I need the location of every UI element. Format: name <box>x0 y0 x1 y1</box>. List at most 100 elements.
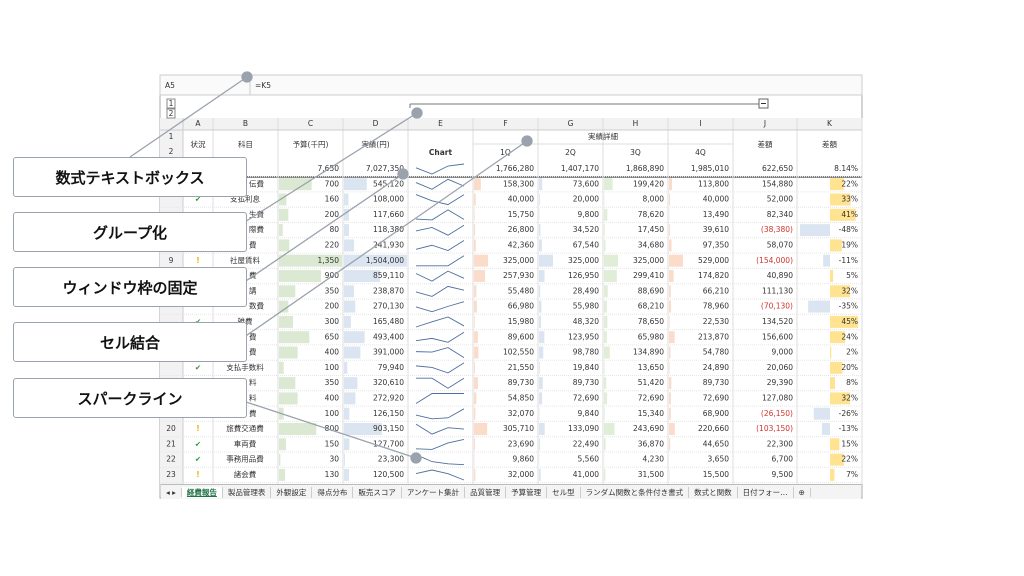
data-bar <box>344 270 380 282</box>
sparkline <box>415 285 465 297</box>
diff-percent: 8.14% <box>834 164 858 173</box>
quarter-value: 1,766,280 <box>496 164 534 173</box>
callout-label: ウィンドウ枠の固定 <box>13 267 247 307</box>
quarter-value: 15,500 <box>703 470 729 479</box>
diff-percent: 45% <box>841 317 858 326</box>
data-bar <box>669 178 673 191</box>
formula[interactable]: =K5 <box>255 81 271 90</box>
sparkline <box>415 194 465 206</box>
quarter-value: 55,480 <box>508 286 534 295</box>
quarter-value: 41,000 <box>573 470 599 479</box>
column-letter: A <box>195 119 201 128</box>
quarter-value: 17,450 <box>638 225 664 234</box>
merged-header: 実績詳細 <box>588 131 618 141</box>
add-sheet[interactable]: ⊕ <box>794 487 811 497</box>
quarter-value: 42,360 <box>508 241 534 250</box>
data-bar <box>830 285 850 298</box>
sheet-tab[interactable]: 得点分布 <box>312 486 354 498</box>
sheet-tab[interactable]: 経費報告 <box>181 486 223 498</box>
diff: (26,150) <box>761 409 793 418</box>
data-bar <box>669 346 671 359</box>
diff-percent: 19% <box>841 241 858 250</box>
data-bar <box>474 254 488 267</box>
data-bar <box>808 300 830 313</box>
data-bar <box>474 208 475 221</box>
diff: (154,000) <box>756 256 793 265</box>
column-letter: F <box>503 119 507 128</box>
data-bar <box>669 361 670 374</box>
sheet-tab[interactable]: 製品管理表 <box>223 486 272 498</box>
item: 費 <box>249 347 257 357</box>
actual: 127,700 <box>373 439 404 448</box>
data-bar <box>279 239 290 252</box>
quarter-value: 3,650 <box>708 455 730 464</box>
data-bar <box>830 361 843 374</box>
data-bar <box>344 346 361 359</box>
sheet-tab[interactable]: 販売スコア <box>353 486 402 498</box>
actual: 7,027,350 <box>366 164 404 173</box>
sheet-tab[interactable]: セル型 <box>547 486 581 498</box>
sheet-tab[interactable]: 日付フォー… <box>738 486 794 498</box>
quarter-value: 102,550 <box>503 348 534 357</box>
group-level-button[interactable] <box>166 98 176 109</box>
sheet-tab[interactable]: 外観設定 <box>271 486 313 498</box>
quarter-value: 26,800 <box>508 225 534 234</box>
data-bar <box>344 300 356 313</box>
sheet-tab[interactable]: 品質管理 <box>465 486 507 498</box>
sheet-tab[interactable]: アンケート集計 <box>402 486 466 498</box>
group-level-button[interactable] <box>166 108 176 119</box>
quarter-value: 51,420 <box>638 378 664 387</box>
callout-label: セル結合 <box>13 322 247 362</box>
callout-dot <box>397 168 409 180</box>
data-bar <box>344 361 348 374</box>
quarter-value: 34,520 <box>573 225 599 234</box>
actual: 120,500 <box>373 470 404 479</box>
quarter-value: 32,000 <box>508 470 534 479</box>
item: 社屋賃料 <box>230 255 260 265</box>
group-level: 2 <box>169 109 174 118</box>
quarter-value: 65,980 <box>638 332 664 341</box>
quarter-value: 22,490 <box>573 439 599 448</box>
data-bar <box>279 285 296 298</box>
column-letter: D <box>373 119 379 128</box>
sparkline <box>415 393 464 404</box>
data-bar <box>344 224 349 237</box>
diff: 29,390 <box>767 378 793 387</box>
quarter-value: 88,690 <box>638 286 664 295</box>
sheet-tab[interactable]: 数式と関数 <box>689 486 738 498</box>
item: 料 <box>249 393 257 403</box>
diff: 22,300 <box>767 439 793 448</box>
quarter-value: 40,000 <box>508 195 534 204</box>
data-bar <box>474 346 479 359</box>
data-bar <box>604 377 607 390</box>
data-bar <box>604 239 606 252</box>
diff-percent: 32% <box>841 394 858 403</box>
data-bar <box>669 438 671 451</box>
data-bar <box>830 239 842 252</box>
budget: 350 <box>325 286 340 295</box>
data-bar <box>830 453 844 466</box>
actual: 903,150 <box>373 424 404 433</box>
data-bar <box>344 392 356 405</box>
column-header: 1Q <box>500 148 511 157</box>
data-bar <box>830 468 835 481</box>
name-box[interactable]: A5 <box>165 81 175 90</box>
data-bar <box>474 285 477 298</box>
callout-dot <box>411 107 423 119</box>
data-bar <box>279 208 289 221</box>
quarter-value: 36,870 <box>638 439 664 448</box>
diff: 622,650 <box>762 164 793 173</box>
sparkline <box>416 377 465 389</box>
tab-nav[interactable]: ◂ ▸ <box>161 487 182 497</box>
quarter-value: 529,000 <box>698 256 729 265</box>
data-bar <box>669 392 671 405</box>
actual: 165,480 <box>373 317 404 326</box>
column-header: 実績(円) <box>361 139 389 149</box>
row-number: 22 <box>166 455 176 464</box>
data-bar <box>474 331 478 344</box>
sheet-tab[interactable]: 予算管理 <box>506 486 548 498</box>
budget: 1,350 <box>318 256 340 265</box>
quarter-value: 243,690 <box>633 424 664 433</box>
sheet-tab[interactable]: ランダム関数と条件付き書式 <box>581 486 690 498</box>
actual: 126,150 <box>373 409 404 418</box>
